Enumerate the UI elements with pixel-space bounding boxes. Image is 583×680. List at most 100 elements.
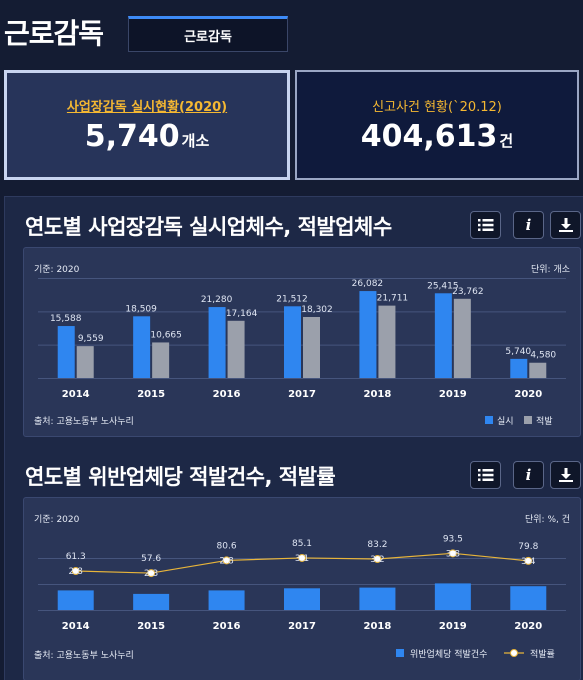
bar-실시 (208, 307, 226, 378)
page-title: 근로감독 (4, 17, 104, 50)
card-value: 404,613 (360, 119, 498, 154)
bar-violations-per-company (208, 590, 245, 610)
line-point (298, 553, 306, 562)
info-icon: i (525, 216, 532, 234)
count-label: 2.3 (144, 569, 158, 579)
bar-violations-per-company (359, 587, 396, 610)
rate-label: 85.1 (292, 539, 312, 549)
x-tick-label: 2015 (137, 621, 165, 632)
bar-violations-per-company (434, 583, 471, 610)
rate-label: 61.3 (66, 552, 86, 562)
chart-box-violations: 기준: 2020 단위: %, 건 2014 2015 2016 2017 2018 20… (23, 497, 581, 680)
bar-실시 (510, 358, 528, 378)
download-button[interactable] (550, 211, 581, 239)
x-tick-label: 2017 (288, 389, 316, 400)
list-icon (477, 469, 493, 481)
bar-실시 (359, 291, 377, 378)
bar-실시 (284, 306, 301, 378)
bar-적발 (453, 298, 471, 378)
chart-basis: 기준: 2020 (34, 265, 80, 275)
card-label: 신고사건 현황(`20.12) (372, 100, 502, 115)
data-label: 21,711 (377, 294, 409, 304)
bar-실시 (133, 316, 151, 378)
line-point (373, 554, 382, 563)
info-button[interactable]: i (513, 461, 544, 489)
bar-적발 (76, 346, 94, 378)
chart-unit: 단위: %, 건 (524, 515, 570, 525)
chart-inspections: 15,588 9,559 2014 18,509 10,665 2015 21,280 17,… (38, 278, 566, 427)
x-tick-label: 2019 (439, 389, 467, 400)
chart-source: 출처: 고용노동부 노사누리 (34, 651, 134, 661)
bar-적발 (227, 320, 245, 378)
rate-label: 93.5 (443, 534, 463, 544)
chart-unit: 단위: 개소 (530, 265, 570, 275)
download-icon (558, 218, 573, 232)
count-label: 3.8 (446, 549, 461, 559)
bar-violations-per-company (133, 593, 170, 610)
bar-실시 (57, 326, 75, 378)
legend-swatch-blue (396, 649, 404, 657)
x-tick-label: 2016 (213, 621, 241, 632)
bar-적발 (529, 362, 547, 378)
data-label: 21,280 (201, 295, 233, 305)
legend-label: 적발률 (530, 648, 555, 660)
count-label: 2.8 (219, 556, 234, 566)
data-label: 25,415 (427, 281, 459, 291)
x-tick-label: 2014 (62, 389, 90, 400)
data-label: 17,164 (226, 309, 258, 319)
list-icon (477, 219, 493, 231)
x-tick-label: 2020 (514, 621, 542, 632)
rate-label: 83.2 (367, 540, 387, 550)
chart-source: 출처: 고용노동부 노사누리 (34, 417, 134, 427)
info-button[interactable]: i (513, 211, 544, 239)
data-label: 9,559 (78, 334, 104, 344)
bar-적발 (378, 305, 396, 378)
data-label: 15,588 (50, 314, 82, 324)
x-tick-label: 2020 (514, 389, 542, 400)
count-label: 3.1 (295, 554, 309, 564)
list-button[interactable] (470, 211, 501, 239)
line-point (147, 569, 156, 578)
download-button[interactable] (550, 461, 581, 489)
download-icon (558, 468, 573, 482)
data-label: 5,740 (505, 347, 531, 357)
bar-적발 (303, 316, 320, 378)
line-point (222, 556, 231, 565)
bar-실시 (434, 293, 452, 378)
info-icon: i (525, 466, 532, 484)
rate-label: 57.6 (141, 554, 161, 564)
line-point (524, 556, 533, 565)
charts-panel: 연도별 사업장감독 실시업체수, 적발업체수 i 기준: 2020 단위: 개소… (4, 196, 583, 680)
data-label: 18,509 (125, 304, 157, 314)
card-value: 5,740 (84, 119, 180, 154)
chart-basis: 기준: 2020 (34, 515, 80, 525)
bar-violations-per-company (510, 586, 547, 610)
count-label: 3.4 (521, 557, 536, 567)
rate-label: 79.8 (518, 542, 538, 552)
list-button[interactable] (470, 461, 501, 489)
tab-labor-inspection[interactable]: 근로감독 (128, 16, 288, 52)
rate-label: 80.6 (217, 541, 237, 551)
card-label: 사업장감독 실시현황(2020) (66, 100, 228, 115)
data-label: 10,665 (150, 330, 182, 340)
data-label: 18,302 (301, 305, 333, 315)
legend-label: 실시 (497, 416, 514, 427)
data-label: 4,580 (530, 351, 556, 361)
report-cases-card[interactable]: 신고사건 현황(`20.12) 404,613 건 (295, 70, 579, 180)
x-tick-label: 2018 (364, 389, 392, 400)
section-title: 연도별 사업장감독 실시업체수, 적발업체수 (25, 215, 392, 239)
x-tick-label: 2014 (62, 621, 90, 632)
count-label: 2.8 (69, 567, 84, 577)
chart-box-inspections: 기준: 2020 단위: 개소 15,588 9,559 2014 18,509 10,… (23, 247, 581, 437)
legend-point (510, 649, 518, 657)
data-label: 23,762 (452, 287, 484, 297)
legend-swatch-blue (485, 416, 493, 424)
line-point (71, 567, 80, 576)
x-tick-label: 2016 (213, 389, 241, 400)
inspection-summary-card[interactable]: 사업장감독 실시현황(2020) 5,740 개소 (4, 70, 290, 180)
legend-label: 위반업체당 적발건수 (410, 648, 487, 660)
count-label: 3.2 (370, 555, 384, 565)
bar-적발 (152, 342, 170, 378)
data-label: 26,082 (352, 279, 384, 289)
x-tick-label: 2015 (137, 389, 165, 400)
